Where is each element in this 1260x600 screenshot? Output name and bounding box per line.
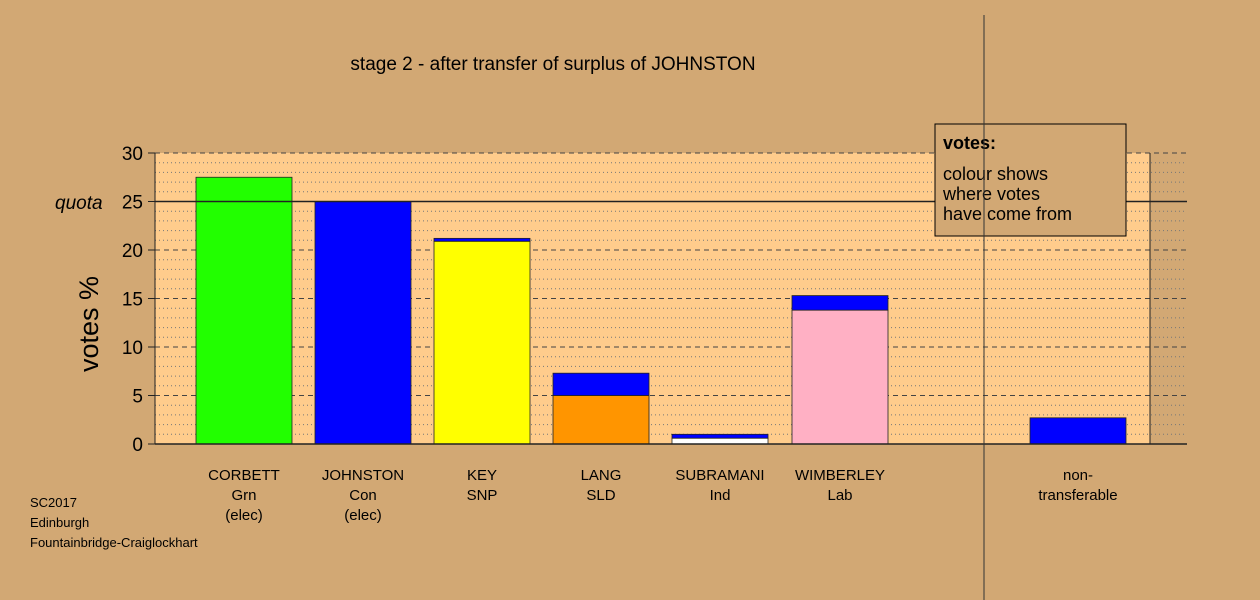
y-tick-labels: 0 5 10 15 20 25 30	[122, 144, 155, 456]
bar-segment	[552, 372, 650, 396]
label-johnston: JOHNSTON Con (elec)	[322, 467, 404, 524]
y-tick-label: 25	[122, 193, 143, 214]
source-line-2: Edinburgh	[30, 515, 89, 530]
category-label-line: transferable	[1038, 487, 1117, 504]
bar-segment	[433, 237, 531, 242]
label-non-transferable: non-transferable	[1038, 467, 1117, 504]
label-wimberley: WIMBERLEY Lab	[795, 467, 885, 504]
category-label-line: WIMBERLEY	[795, 467, 885, 484]
quota-label: quota	[55, 193, 103, 214]
bar-segment	[195, 176, 293, 445]
bar-segment	[1029, 417, 1127, 445]
category-label-line: Con	[349, 487, 377, 504]
bar-wimberley	[791, 295, 889, 445]
category-label-line: LANG	[581, 467, 622, 484]
bar-lang	[552, 372, 650, 445]
category-labels: CORBETT Grn (elec) JOHNSTON Con (elec) KEY SNP L…	[208, 467, 1117, 524]
y-tick-label: 30	[122, 144, 143, 165]
legend-line-3: have come from	[943, 204, 1072, 224]
category-label-line: SLD	[586, 487, 615, 504]
y-tick-label: 0	[132, 435, 143, 456]
category-label-line: JOHNSTON	[322, 467, 404, 484]
category-label-line: Lab	[827, 487, 852, 504]
bar-corbett	[195, 176, 293, 445]
y-tick-label: 20	[122, 241, 143, 262]
label-key: KEY SNP	[467, 467, 498, 504]
source-label: SC2017 Edinburgh Fountainbridge-Craigloc…	[30, 495, 198, 550]
bar-non-transferable	[1029, 417, 1127, 445]
bar-segment	[552, 395, 650, 445]
source-line-3: Fountainbridge-Craiglockhart	[30, 535, 198, 550]
bars	[195, 176, 1127, 445]
category-label-line: CORBETT	[208, 467, 280, 484]
category-label-line: (elec)	[225, 507, 263, 524]
legend-line-2: where votes	[942, 184, 1040, 204]
y-tick-label: 10	[122, 338, 143, 359]
legend-title: votes:	[943, 133, 996, 153]
y-tick-label: 5	[132, 387, 143, 408]
label-corbett: CORBETT Grn (elec)	[208, 467, 280, 524]
label-subramani: SUBRAMANI Ind	[675, 467, 764, 504]
label-lang: LANG SLD	[581, 467, 622, 504]
category-label-line: Ind	[710, 487, 731, 504]
y-axis-label: votes %	[74, 276, 104, 372]
source-line-1: SC2017	[30, 495, 77, 510]
legend-box: votes: colour shows where votes have com…	[934, 123, 1127, 237]
bar-subramani	[671, 433, 769, 445]
bar-key	[433, 237, 531, 445]
bar-segment	[791, 309, 889, 445]
bar-segment	[671, 433, 769, 439]
category-label-line: SUBRAMANI	[675, 467, 764, 484]
y-tick-label: 15	[122, 290, 143, 311]
bar-segment	[791, 295, 889, 311]
bar-johnston	[314, 201, 412, 445]
category-label-line: SNP	[467, 487, 498, 504]
category-label-line: (elec)	[344, 507, 382, 524]
bar-segment	[671, 437, 769, 445]
category-label-line: non-	[1063, 467, 1093, 484]
category-label-line: KEY	[467, 467, 497, 484]
bar-segment	[433, 240, 531, 445]
chart-title: stage 2 - after transfer of surplus of J…	[350, 54, 755, 75]
legend-line-1: colour shows	[943, 164, 1048, 184]
category-label-line: Grn	[231, 487, 256, 504]
bar-segment	[314, 201, 412, 445]
